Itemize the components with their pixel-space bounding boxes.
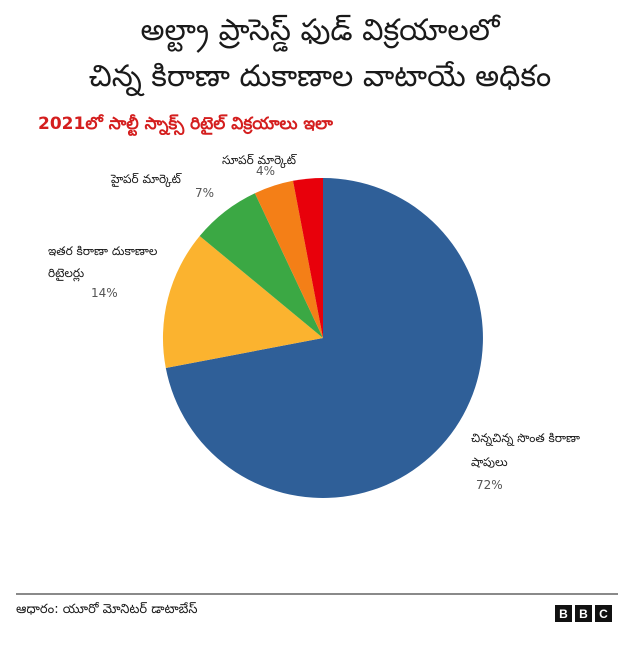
chart-title-line1: అల్ట్రా ప్రాసెస్డ్ ఫుడ్ విక్రయాలలో [140,13,500,48]
footer-divider [16,593,618,595]
bbc-logo-letter: B [555,605,572,622]
pct-small-shops: 72% [476,478,503,492]
label-other-retailers-line2: రిటైలర్లు [48,266,85,280]
bbc-logo: B B C [555,605,612,622]
bbc-logo-letter: B [575,605,592,622]
chart-title-line2: చిన్న కిరాణా దుకాణాల వాటాయే అధికం [88,59,552,94]
slice-unlabeled [293,177,323,338]
slice-other-retailers [162,236,323,368]
slice-small-shops [165,178,483,498]
label-hypermarket: హైపర్ మార్కెట్ [111,172,181,186]
label-small-shops-line2: షాపులు [471,455,508,469]
label-other-retailers-line1: ఇతర కిరాణా దుకాణాల [48,244,158,258]
slice-supermarket [254,180,323,338]
bbc-logo-letter: C [595,605,612,622]
chart-subtitle: 2021లో సాల్టీ స్నాక్స్ రిటైల్ విక్రయాలు … [38,114,333,134]
source-note: ఆధారం: యూరో మోనిటర్ డాటాబేస్ [16,602,198,617]
label-small-shops-line1: చిన్నచిన్న సొంత కిరాణా [471,431,580,445]
label-supermarket: సూపర్ మార్కెట్ [222,153,296,167]
slice-hypermarket [199,193,323,338]
pct-hypermarket: 7% [195,186,215,200]
pct-supermarket: 4% [256,164,276,178]
pct-other-retailers: 14% [91,286,118,300]
